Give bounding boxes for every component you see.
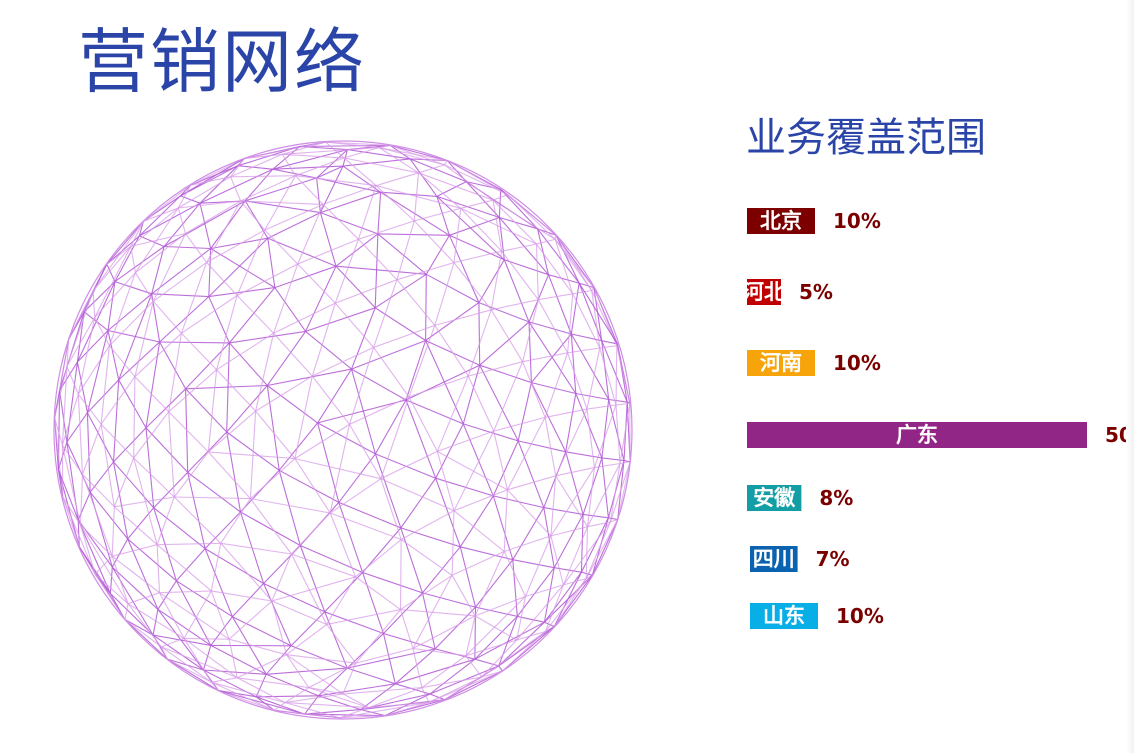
bar-value-label: 8% bbox=[819, 486, 853, 510]
bar-6 bbox=[750, 603, 818, 629]
wireframe-globe-illustration bbox=[53, 140, 633, 720]
bar-category-label: 北京 bbox=[760, 209, 802, 233]
bar-category-label: 山东 bbox=[763, 604, 805, 628]
bar-value-label: 10% bbox=[836, 604, 884, 628]
page-edge-shadow bbox=[1126, 0, 1134, 753]
bar-value-label: 7% bbox=[816, 547, 850, 571]
bar-category-label: 河北 bbox=[743, 280, 785, 304]
page-title: 营销网络 bbox=[78, 21, 366, 103]
bar-value-label: 5% bbox=[799, 280, 833, 304]
bar-value-label: 10% bbox=[833, 351, 881, 375]
bar-0 bbox=[747, 208, 815, 234]
bar-category-label: 安徽 bbox=[753, 486, 796, 510]
bar-3 bbox=[747, 422, 1087, 448]
bar-category-label: 四川 bbox=[753, 547, 795, 571]
bar-2 bbox=[747, 350, 815, 376]
bar-category-label: 广东 bbox=[896, 423, 938, 447]
globe-outline bbox=[53, 140, 633, 720]
bar-value-label: 10% bbox=[833, 209, 881, 233]
bar-4 bbox=[747, 485, 802, 511]
chart-title: 业务覆盖范围 bbox=[746, 115, 986, 161]
bar-category-label: 河南 bbox=[760, 351, 802, 375]
bar-5 bbox=[750, 546, 798, 572]
bar-1 bbox=[747, 279, 781, 305]
globe-mesh bbox=[54, 141, 631, 719]
